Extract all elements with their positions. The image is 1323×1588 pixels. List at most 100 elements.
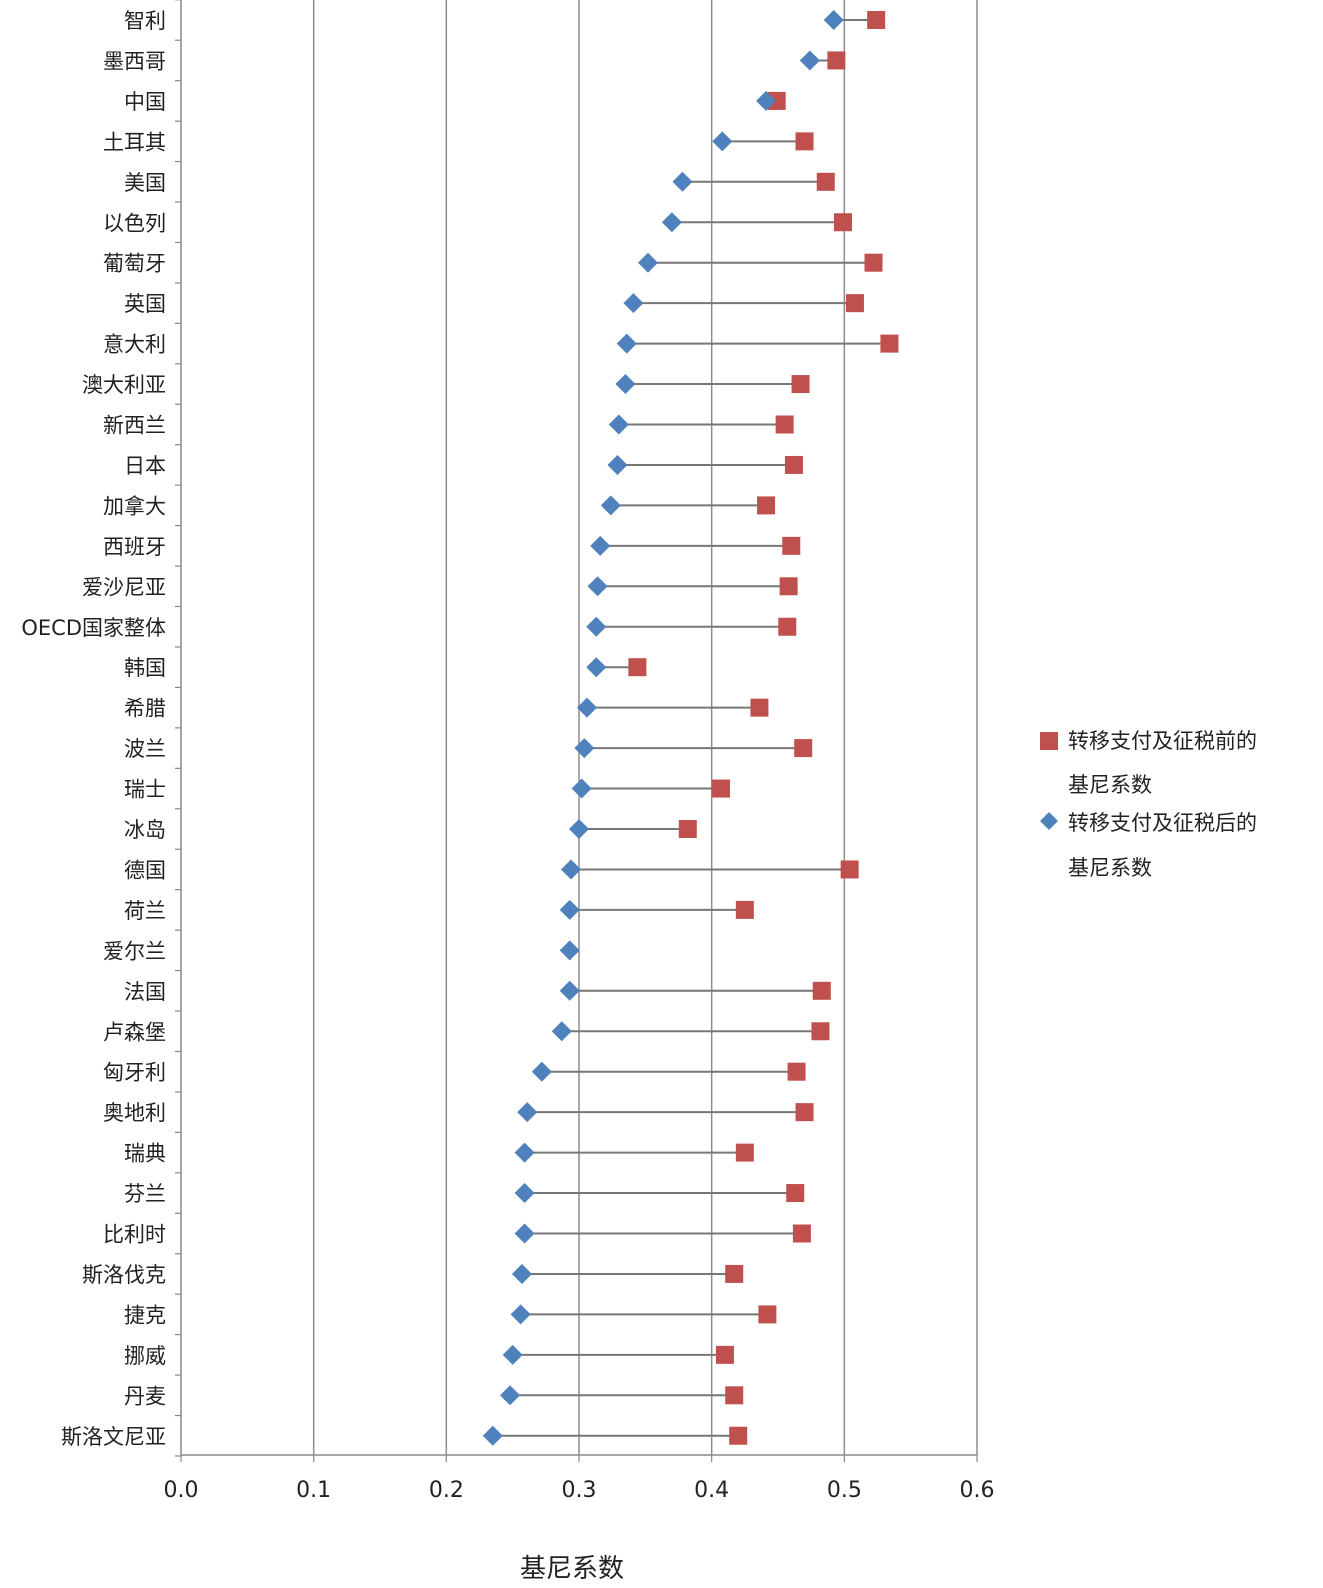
after-tax-marker [482,1425,503,1446]
after-tax-marker [823,10,844,30]
before-tax-marker [782,536,801,555]
before-tax-marker [784,455,803,474]
category-label: 葡萄牙 [103,252,166,276]
category-label: 德国 [124,858,166,882]
after-tax-marker [569,819,589,839]
before-tax-marker [725,1264,744,1283]
category-label: OECD国家整体 [21,616,166,640]
before-tax-marker [795,132,814,151]
connectors [492,19,890,1437]
category-label: 加拿大 [103,494,166,518]
before-tax-marker [816,172,835,191]
x-tick-label: 0.6 [960,1478,995,1503]
category-label: 瑞士 [124,778,166,802]
x-tick-label: 0.5 [827,1478,862,1503]
after-tax-marker [559,899,580,920]
category-label: 爱尔兰 [103,939,166,963]
category-label: 希腊 [124,697,166,721]
after-tax-marker [500,1385,521,1406]
category-label: 捷克 [124,1303,166,1327]
after-tax-marker [586,657,607,678]
before-tax-marker [845,294,864,313]
category-label: 法国 [124,980,166,1004]
category-label: 匈牙利 [103,1061,166,1085]
after-tax-marker [799,50,820,71]
after-tax-marker [600,495,621,516]
after-tax-marker [559,940,580,961]
category-label: 以色列 [103,211,166,235]
legend-after-label-line2: 基尼系数 [1068,856,1152,880]
category-label: 荷兰 [124,899,166,923]
before-tax-marker [834,213,853,232]
after-tax-marker [587,576,608,597]
category-label: 澳大利亚 [82,373,166,397]
before-tax-marker [791,375,810,394]
after-tax-marker [576,697,597,718]
after-tax-marker [511,1263,532,1284]
category-label: 瑞典 [124,1142,166,1166]
after-tax-marker [672,171,693,192]
category-label: 意大利 [103,333,166,357]
after-tax-marker [661,212,682,233]
category-label: 斯洛伐克 [82,1263,166,1287]
before-tax-marker [750,698,769,717]
after-tax-marker [514,1142,535,1163]
category-label: 英国 [124,292,166,316]
after-tax-marker [502,1344,523,1365]
category-label: 韩国 [124,656,166,680]
after-tax-marker [756,90,777,111]
category-label: 新西兰 [103,414,166,438]
category-label: 冰岛 [124,818,166,842]
before-tax-marker [711,779,730,798]
after-tax-marker [712,131,733,152]
category-label: 智利 [124,9,166,33]
after-tax-marker [616,333,637,354]
before-tax-marker [786,1184,805,1203]
x-tick-label: 0.1 [296,1478,331,1503]
category-label: 比利时 [103,1223,166,1247]
after-tax-marker [514,1183,535,1204]
category-label: 西班牙 [103,535,166,559]
category-label: 美国 [124,171,166,195]
category-label: 土耳其 [103,130,166,154]
legend: 转移支付及征税前的 基尼系数 转移支付及征税后的 基尼系数 [1040,729,1257,880]
before-tax-marker [767,91,786,110]
x-tick-label: 0.3 [562,1478,597,1503]
category-label: 墨西哥 [103,49,166,73]
after-tax-marker [510,1304,531,1325]
axes [175,0,978,1462]
x-tick-label: 0.0 [164,1478,199,1503]
before-tax-marker [775,415,794,434]
before-tax-marker [729,1426,748,1445]
legend-after-label-line1: 转移支付及征税后的 [1068,811,1257,835]
category-label: 丹麦 [124,1384,166,1408]
before-tax-marker [757,496,776,515]
before-tax-marker [811,1022,830,1041]
legend-before-label-line2: 基尼系数 [1068,773,1152,797]
before-tax-marker [715,1345,734,1364]
after-tax-marker [623,293,644,314]
before-tax-marker [735,1143,754,1162]
before-tax-marker [794,739,813,758]
x-axis-title: 基尼系数 [520,1554,624,1584]
after-tax-marker [517,1102,538,1123]
category-label: 中国 [124,90,166,114]
after-tax-marker [615,374,636,395]
category-label: 爱沙尼亚 [82,575,166,599]
category-label: 斯洛文尼亚 [61,1425,166,1449]
legend-after-marker [1040,812,1058,830]
after-tax-marker [607,454,628,475]
after-tax-marker [559,980,580,1001]
x-tick-label: 0.2 [429,1478,464,1503]
category-label: 奥地利 [103,1101,166,1125]
before-tax-marker [792,1224,811,1243]
x-tick-labels: 0.0 0.1 0.2 0.3 0.4 0.5 0.6 [164,1478,995,1503]
before-tax-marker [735,900,754,919]
before-tax-marker [779,577,798,596]
before-tax-marker [867,11,886,29]
before-tax-marker [827,51,846,70]
before-tax-marker [758,1305,777,1324]
category-label: 波兰 [124,737,166,761]
before-tax-marker [678,820,697,838]
